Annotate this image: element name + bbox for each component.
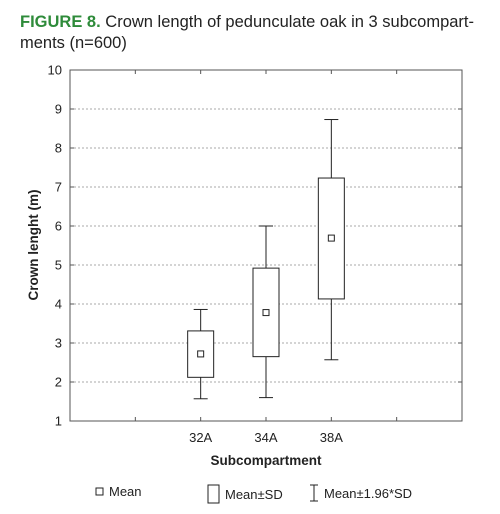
chart-legend: Mean Mean±SD Mean±1.96*SD <box>0 484 500 504</box>
legend-label-ci: Mean±1.96*SD <box>324 485 413 501</box>
figure-label: FIGURE 8. <box>20 13 101 31</box>
legend-item-sd: Mean±SD <box>207 484 283 504</box>
mean-marker <box>262 309 270 317</box>
y-tick-label: 10 <box>48 63 62 78</box>
legend-label-sd: Mean±SD <box>225 486 283 502</box>
mean-square-icon <box>95 487 104 495</box>
box-group-34A <box>252 225 280 399</box>
legend-label-mean: Mean <box>109 484 142 499</box>
x-tick-label: 38A <box>320 430 343 445</box>
mean-marker <box>327 234 335 242</box>
x-tick-label: 34A <box>254 430 277 445</box>
y-tick-label: 9 <box>55 102 62 117</box>
legend-item-ci: Mean±1.96*SD <box>308 484 412 502</box>
box-group-38A <box>317 119 345 361</box>
y-axis-title: Crown lenght (m) <box>26 190 41 301</box>
y-tick-label: 1 <box>55 414 62 429</box>
x-tick-label: 32A <box>189 430 212 445</box>
box-group-32A <box>187 308 215 400</box>
x-axis-title: Subcompartment <box>210 453 322 468</box>
whisker-icon <box>310 484 318 502</box>
box-icon <box>207 484 220 504</box>
y-tick-label: 8 <box>55 141 62 156</box>
y-tick-label: 3 <box>55 336 62 351</box>
figure-caption: FIGURE 8. Crown length of pedunculate oa… <box>20 12 490 54</box>
figure-caption-text: Crown length of pedunculate oak in 3 sub… <box>20 13 475 52</box>
y-tick-label: 6 <box>55 219 62 234</box>
y-tick-label: 7 <box>55 180 62 195</box>
mean-marker <box>197 350 205 358</box>
y-tick-label: 2 <box>55 375 62 390</box>
legend-item-mean: Mean <box>95 484 142 499</box>
y-tick-label: 4 <box>55 297 62 312</box>
y-tick-label: 5 <box>55 258 62 273</box>
